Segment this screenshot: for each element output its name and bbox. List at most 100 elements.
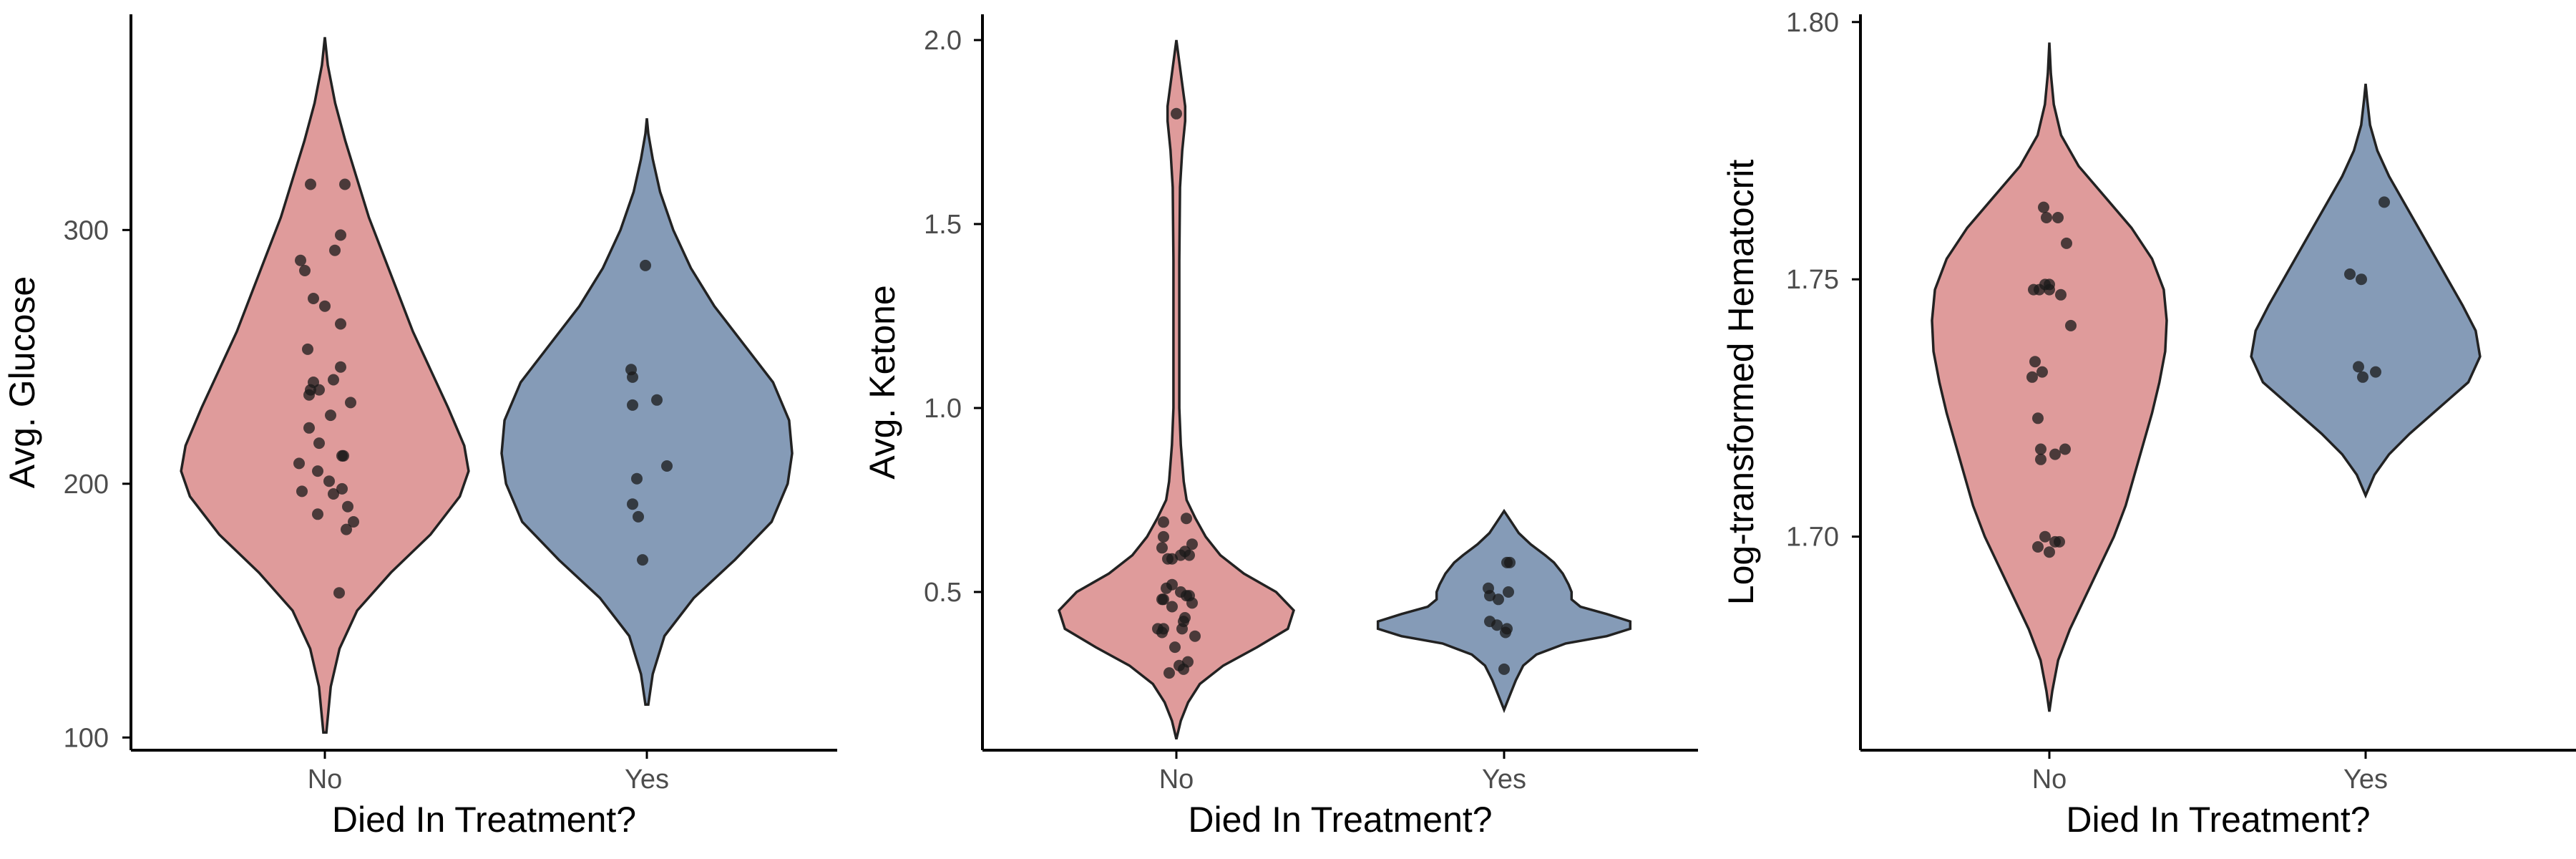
data-point-no-27 xyxy=(1186,538,1198,550)
data-point-no-10 xyxy=(293,457,305,470)
violin-yes xyxy=(500,118,794,706)
data-point-yes-2 xyxy=(2353,361,2364,373)
data-point-no-26 xyxy=(308,293,319,304)
data-point-no-23 xyxy=(302,343,313,355)
data-point-no-0 xyxy=(1163,667,1175,679)
data-point-no-21 xyxy=(328,374,339,386)
data-point-no-13 xyxy=(313,437,325,450)
violin-no xyxy=(1931,42,2168,712)
data-point-no-5 xyxy=(1189,630,1201,642)
data-point-yes-1 xyxy=(633,510,644,523)
data-point-no-18 xyxy=(1175,586,1186,598)
data-point-no-0 xyxy=(333,587,345,599)
data-point-yes-5 xyxy=(627,399,638,411)
data-point-no-14 xyxy=(303,422,315,434)
data-point-no-4 xyxy=(2039,530,2051,543)
panel-ketone: 0.5 1.0 1.5 2.0 No Yes Died In Treatment? Avg. … xyxy=(862,14,1698,840)
data-point-no-5 xyxy=(328,488,339,500)
data-point-yes-8 xyxy=(625,364,637,376)
data-point-no-8 xyxy=(2059,443,2071,455)
data-point-no-27 xyxy=(299,265,311,276)
y-tick-label: 2.0 xyxy=(924,26,962,56)
data-point-yes-8 xyxy=(1483,582,1494,594)
data-point-no-20 xyxy=(308,377,319,388)
x-tick-label-no: No xyxy=(1159,765,1194,795)
data-point-yes-4 xyxy=(661,460,673,472)
data-point-no-14 xyxy=(2055,288,2067,301)
data-point-yes-0 xyxy=(637,554,648,566)
data-point-no-25 xyxy=(1179,545,1191,558)
data-point-no-3 xyxy=(2054,535,2065,548)
data-point-no-22 xyxy=(2041,212,2052,223)
data-point-no-24 xyxy=(335,318,346,330)
x-axis-title: Died In Treatment? xyxy=(1188,800,1492,840)
x-tick-label-no: No xyxy=(2032,765,2067,795)
data-point-no-11 xyxy=(2036,366,2048,378)
data-point-no-23 xyxy=(2038,201,2049,213)
data-point-no-11 xyxy=(1179,612,1191,623)
x-tick-label-yes: Yes xyxy=(1482,765,1526,795)
data-point-no-10 xyxy=(2026,371,2038,383)
y-tick-label: 0.5 xyxy=(924,578,962,608)
y-tick-label: 200 xyxy=(64,470,109,500)
data-point-no-15 xyxy=(325,409,336,422)
data-point-no-12 xyxy=(2029,356,2041,368)
data-point-yes-9 xyxy=(640,259,651,271)
data-point-yes-6 xyxy=(651,394,663,406)
data-point-no-20 xyxy=(1166,578,1178,591)
data-point-no-22 xyxy=(1162,553,1174,565)
x-axis-title: Died In Treatment? xyxy=(2066,800,2370,840)
data-point-no-25 xyxy=(319,300,331,312)
data-point-no-3 xyxy=(1182,656,1194,668)
data-point-no-31 xyxy=(1171,107,1182,120)
data-point-yes-0 xyxy=(1498,663,1510,675)
data-point-no-28 xyxy=(1158,530,1169,543)
data-point-no-13 xyxy=(2065,319,2077,331)
y-axis-title: Log-transformed Hematocrit xyxy=(1721,160,1761,606)
data-point-no-5 xyxy=(2035,453,2046,465)
data-point-no-19 xyxy=(2044,278,2055,291)
data-point-no-1 xyxy=(2032,541,2044,553)
data-point-no-15 xyxy=(1156,593,1168,606)
violin-no xyxy=(180,37,470,734)
data-point-yes-3 xyxy=(631,472,643,485)
data-point-no-6 xyxy=(2049,448,2061,460)
data-point-no-22 xyxy=(335,361,346,373)
violin-yes xyxy=(2250,83,2482,499)
y-tick-label: 100 xyxy=(64,723,109,753)
y-tick-label: 1.70 xyxy=(1786,523,1839,553)
data-point-no-3 xyxy=(312,508,323,520)
data-point-no-9 xyxy=(2032,412,2044,424)
x-tick-label-no: No xyxy=(308,765,343,795)
data-point-no-12 xyxy=(1166,601,1178,613)
data-point-no-9 xyxy=(312,465,323,477)
data-point-no-4 xyxy=(1169,641,1181,654)
data-point-no-26 xyxy=(1156,542,1168,554)
data-point-no-21 xyxy=(2052,212,2064,223)
data-point-no-1 xyxy=(341,523,352,535)
y-tick-label: 1.5 xyxy=(924,210,962,240)
data-point-no-17 xyxy=(1184,590,1195,602)
data-point-no-6 xyxy=(296,485,308,498)
data-point-yes-3 xyxy=(2356,273,2367,286)
data-point-yes-2 xyxy=(1501,623,1513,635)
data-point-yes-1 xyxy=(2370,366,2381,378)
data-point-no-0 xyxy=(2044,546,2055,558)
data-point-no-4 xyxy=(342,500,353,513)
data-point-no-7 xyxy=(2035,443,2046,455)
data-point-no-20 xyxy=(2061,237,2072,249)
x-tick-label-yes: Yes xyxy=(625,765,669,795)
data-point-no-32 xyxy=(339,178,351,190)
data-point-no-7 xyxy=(336,482,348,495)
data-point-yes-5 xyxy=(2379,196,2390,208)
x-axis-title: Died In Treatment? xyxy=(332,800,636,840)
data-point-no-31 xyxy=(305,178,316,190)
data-point-no-8 xyxy=(1158,623,1169,635)
data-point-no-2 xyxy=(1174,659,1185,671)
data-point-yes-2 xyxy=(627,498,638,510)
violin-no xyxy=(1058,39,1295,740)
data-point-yes-5 xyxy=(1493,593,1504,606)
data-point-no-12 xyxy=(336,450,348,462)
data-point-no-29 xyxy=(329,244,341,256)
